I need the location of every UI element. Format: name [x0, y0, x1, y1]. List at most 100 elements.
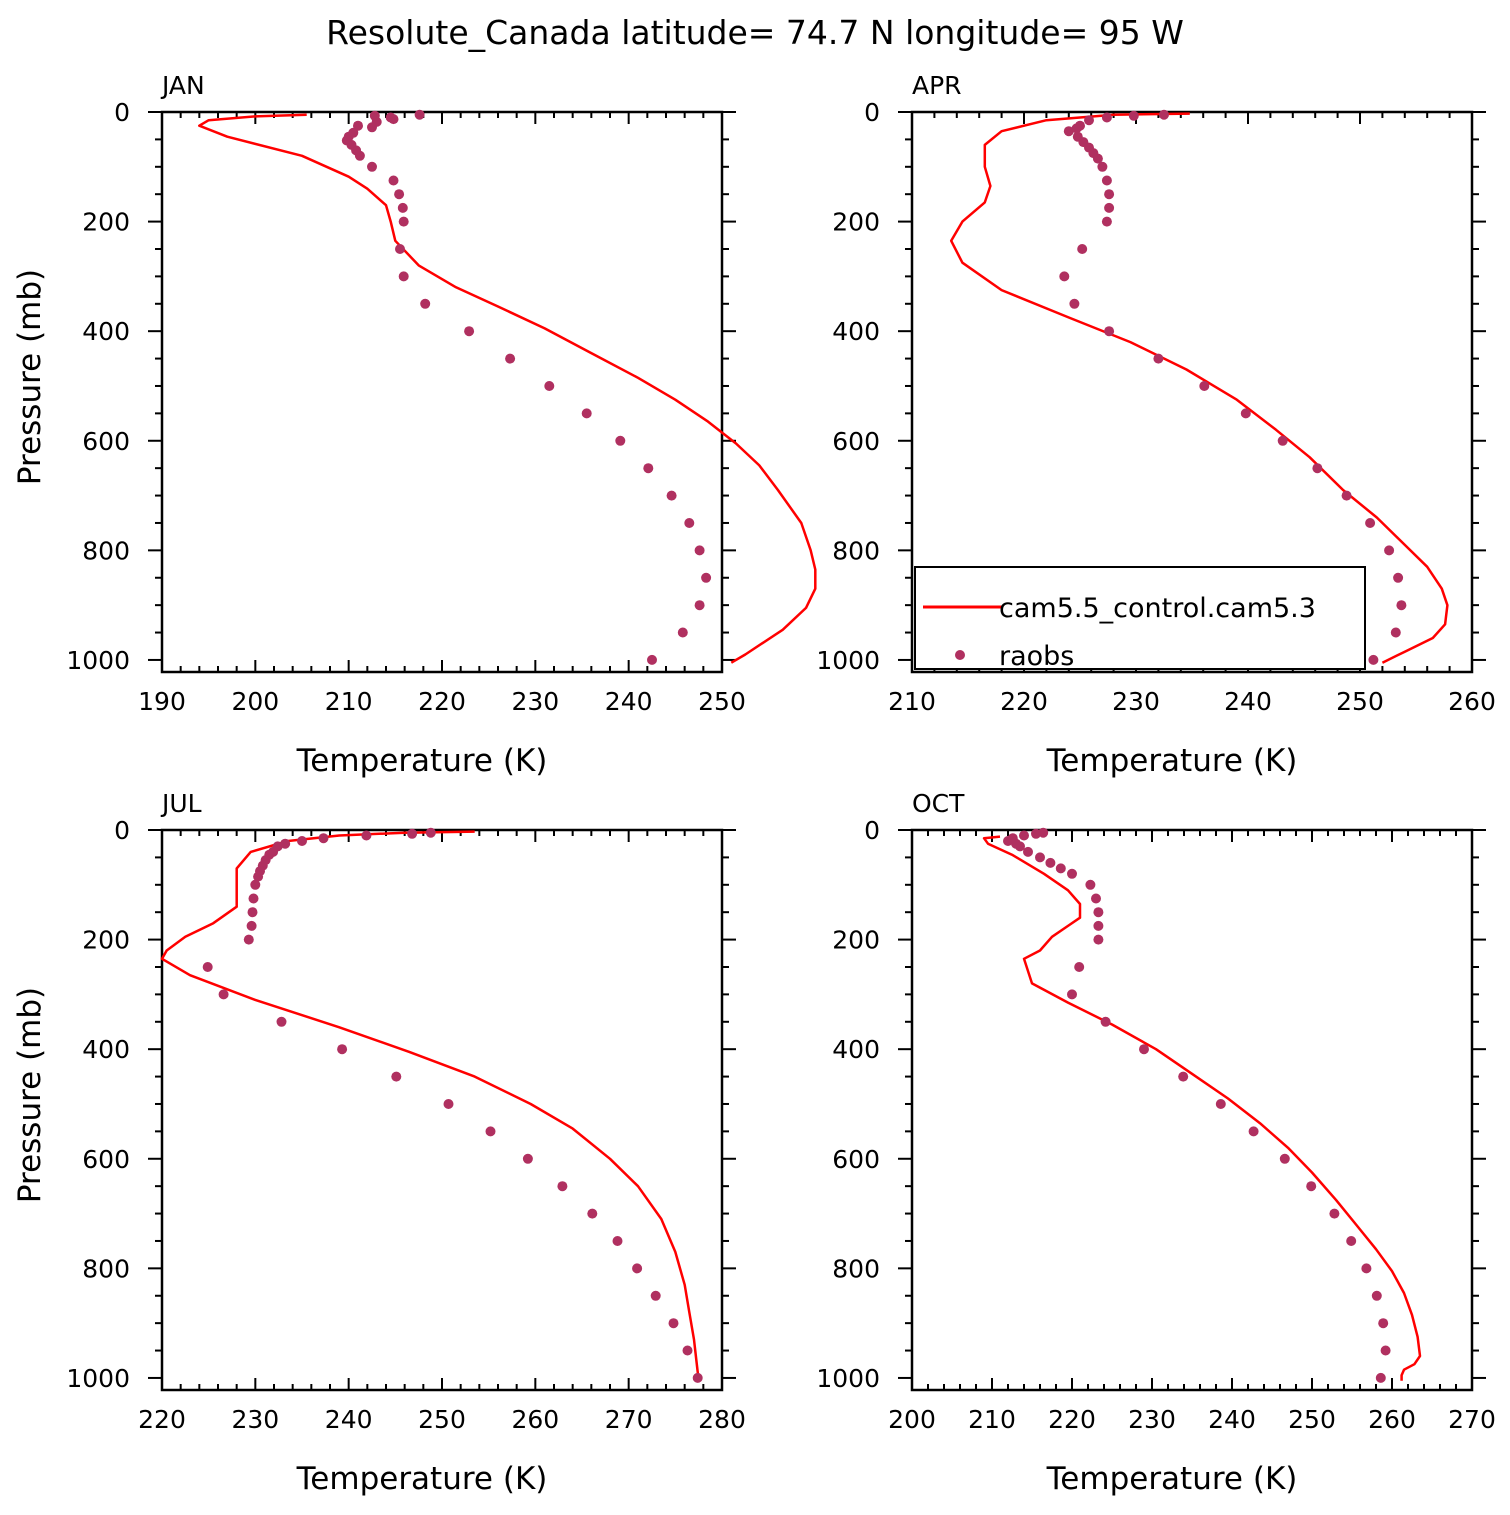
raobs-point [1100, 1016, 1111, 1027]
raobs-point [668, 1318, 679, 1329]
raobs-point [485, 1126, 496, 1137]
raobs-point [587, 1208, 598, 1219]
y-tick-label: 1000 [816, 646, 880, 675]
raobs-point [1371, 1290, 1382, 1301]
x-tick-label: 240 [325, 1405, 373, 1434]
raobs-point [557, 1181, 568, 1192]
x-tick-label: 260 [1448, 687, 1496, 716]
raobs-point [1159, 109, 1169, 120]
y-tick-label: 600 [832, 427, 880, 456]
raobs-point [1346, 1236, 1357, 1246]
raobs-point [276, 1016, 287, 1027]
x-tick-label: 280 [698, 1405, 746, 1434]
raobs-point [391, 1071, 402, 1082]
y-tick-label: 0 [864, 816, 880, 845]
y-tick-label: 400 [82, 317, 130, 346]
raobs-point [1365, 518, 1376, 528]
x-axis-label: Temperature (K) [1046, 1461, 1298, 1497]
model-profile-line [982, 835, 1422, 1381]
x-axis-label: Temperature (K) [1046, 743, 1298, 779]
raobs-point [1067, 868, 1077, 879]
raobs-point [694, 545, 705, 556]
raobs-point [1085, 879, 1096, 890]
raobs-point [425, 827, 436, 838]
panel-title: APR [912, 71, 962, 100]
y-tick-label: 800 [832, 536, 880, 565]
raobs-point [1279, 1153, 1290, 1164]
raobs-point [398, 216, 409, 227]
raobs-point [1093, 920, 1104, 931]
raobs-point [361, 830, 372, 841]
raobs-point [1215, 1099, 1226, 1109]
y-tick-label: 200 [832, 208, 880, 237]
y-tick-label: 1000 [66, 646, 130, 675]
y-tick-label: 1000 [66, 1364, 130, 1393]
raobs-point [353, 120, 363, 131]
raobs-point [388, 175, 399, 186]
plot-frame [910, 828, 1474, 1392]
raobs-point [1368, 654, 1379, 665]
model-profile-line [160, 830, 700, 1381]
raobs-point [1093, 934, 1104, 945]
raobs-point [1312, 463, 1323, 474]
raobs-point [297, 836, 307, 846]
raobs-point [337, 1044, 348, 1055]
y-tick-label: 400 [832, 1035, 880, 1064]
x-tick-label: 230 [1112, 687, 1160, 716]
x-tick-label: 210 [888, 687, 936, 716]
y-tick-label: 0 [114, 816, 130, 845]
raobs-point [1031, 828, 1041, 839]
x-tick-label: 230 [231, 1405, 279, 1434]
raobs-point [243, 934, 254, 945]
raobs-point [395, 244, 405, 254]
x-tick-label: 220 [1000, 687, 1048, 716]
raobs-point [367, 161, 377, 172]
raobs-point [1019, 830, 1029, 841]
y-tick-label: 800 [832, 1254, 880, 1283]
raobs-point [581, 408, 592, 419]
x-tick-label: 200 [231, 687, 279, 716]
raobs-point [218, 989, 229, 1000]
raobs-point [1035, 852, 1045, 863]
raobs-point [1091, 893, 1101, 904]
raobs-point [246, 920, 257, 931]
raobs-point [443, 1099, 454, 1109]
x-tick-label: 240 [1208, 1405, 1256, 1434]
raobs-point [1093, 907, 1104, 918]
raobs-point [1277, 435, 1288, 446]
y-tick-label: 1000 [816, 1364, 880, 1393]
raobs-point [1384, 545, 1395, 556]
raobs-point [1199, 381, 1210, 391]
legend-dot-swatch [955, 650, 965, 660]
raobs-point [354, 150, 365, 161]
raobs-point [615, 435, 626, 446]
x-tick-label: 210 [968, 1405, 1016, 1434]
y-tick-label: 200 [82, 208, 130, 237]
raobs-point [1074, 962, 1085, 972]
raobs-point [1380, 1345, 1391, 1356]
raobs-point [1390, 627, 1401, 638]
y-tick-label: 0 [114, 98, 130, 127]
y-tick-label: 400 [832, 317, 880, 346]
x-axis-label: Temperature (K) [296, 743, 548, 779]
raobs-point [1393, 572, 1404, 583]
raobs-point [420, 298, 431, 309]
y-tick-label: 800 [82, 536, 130, 565]
x-tick-label: 200 [888, 1405, 936, 1434]
raobs-point [1023, 846, 1033, 857]
raobs-point [1240, 408, 1251, 419]
x-tick-label: 270 [1448, 1405, 1496, 1434]
x-tick-label: 230 [1128, 1405, 1176, 1434]
raobs-point [632, 1263, 643, 1274]
x-tick-label: 240 [605, 687, 653, 716]
raobs-point [1361, 1263, 1372, 1274]
raobs-point [1178, 1071, 1189, 1082]
raobs-point [1069, 298, 1080, 309]
x-tick-label: 260 [1368, 1405, 1416, 1434]
y-tick-label: 600 [82, 427, 130, 456]
raobs-point [253, 871, 264, 882]
panel-title: JUL [160, 789, 202, 818]
raobs-point [684, 518, 695, 528]
raobs-point [398, 271, 409, 282]
